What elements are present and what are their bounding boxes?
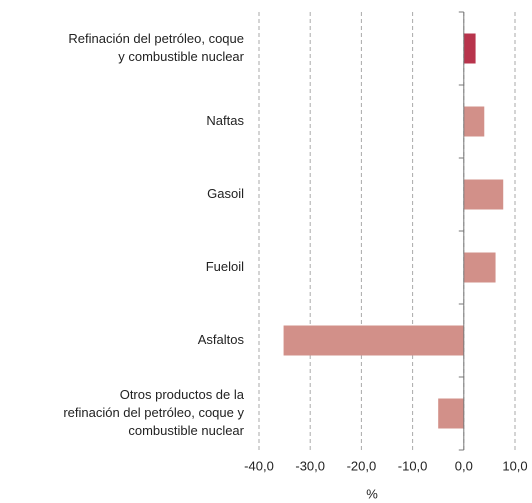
- y-tick-label: Naftas: [206, 113, 244, 128]
- y-tick-label: Gasoil: [207, 186, 244, 201]
- x-tick-label: -40,0: [244, 458, 274, 473]
- y-tick-label: Asfaltos: [198, 332, 245, 347]
- y-tick-label: Otros productos de la: [120, 387, 245, 402]
- y-tick-label: Refinación del petróleo, coque: [68, 31, 244, 46]
- y-tick-label: y combustible nuclear: [118, 49, 244, 64]
- x-tick-label: -10,0: [398, 458, 428, 473]
- bar: [463, 106, 485, 137]
- y-tick-label: combustible nuclear: [128, 423, 244, 438]
- bar: [463, 179, 504, 210]
- y-tick-label: refinación del petróleo, coque y: [63, 405, 244, 420]
- bar: [463, 33, 476, 64]
- x-axis-title: %: [366, 486, 378, 501]
- x-tick-label: 10,0: [502, 458, 527, 473]
- x-tick-label: -20,0: [347, 458, 377, 473]
- bar: [438, 398, 464, 429]
- x-tick-label: -30,0: [295, 458, 325, 473]
- x-tick-label: 0,0: [455, 458, 473, 473]
- bar: [283, 325, 464, 356]
- bar: [463, 252, 496, 283]
- y-tick-label: Fueloil: [206, 259, 244, 274]
